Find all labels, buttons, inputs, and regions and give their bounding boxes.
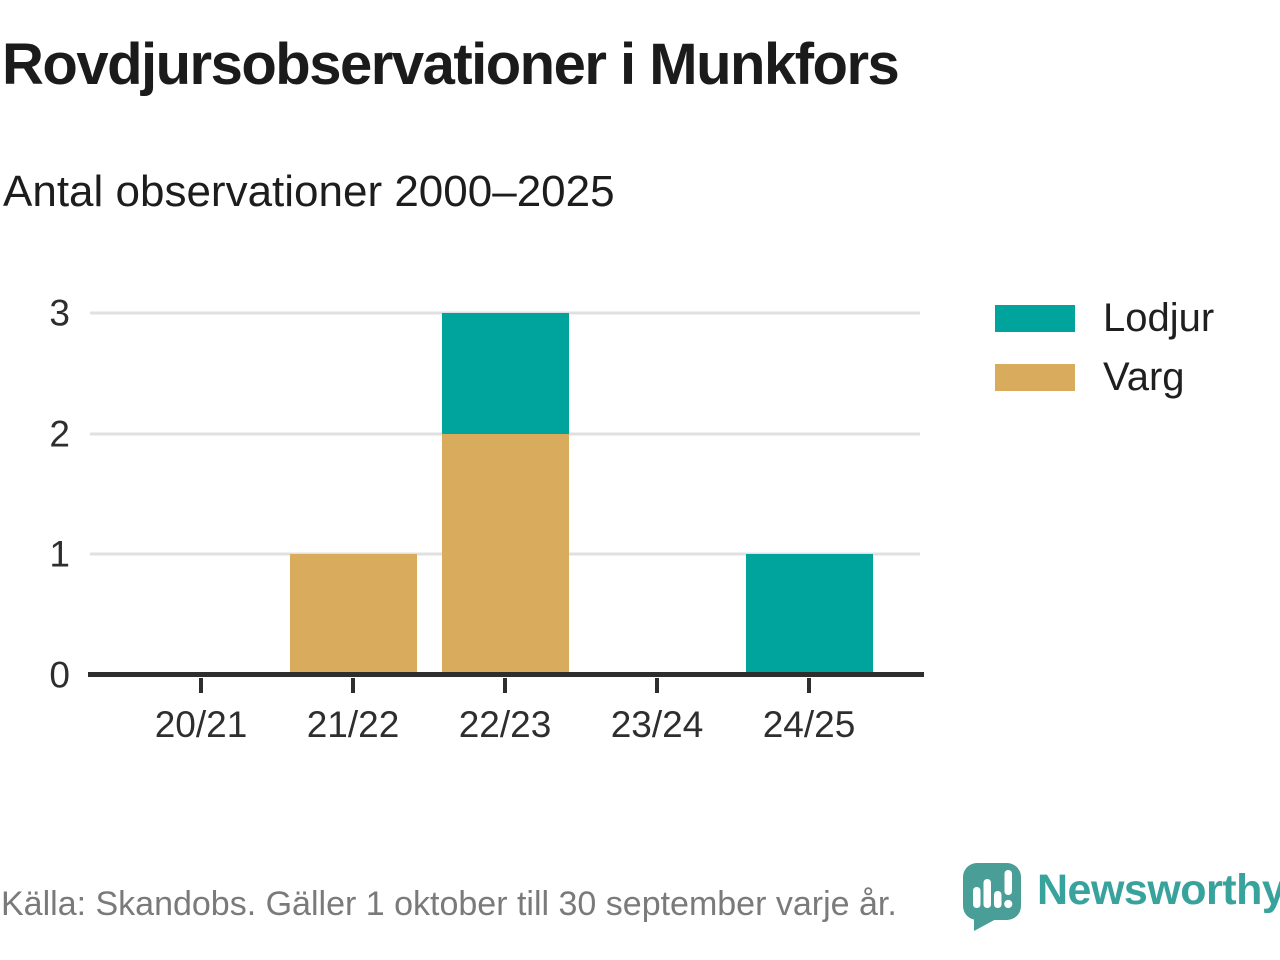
x-axis-tick-label: 20/21 [154,704,248,745]
newsworthy-logo-icon [963,863,1021,931]
x-axis-line [88,672,924,677]
x-axis-tick [351,678,355,693]
bar-segment-varg [289,554,417,675]
y-axis-tick-label: 3 [49,292,70,334]
newsworthy-brand: Newsworthy [962,862,1280,932]
legend-swatch-varg [995,363,1075,391]
x-axis-tick [199,678,203,693]
chart-title: Rovdjursobservationer i Munkfors [2,32,900,97]
bar-segment-lodjur [745,554,873,675]
chart-subtitle: Antal observationer 2000–2025 [3,167,615,216]
x-axis-tick [503,678,507,693]
plot-area: 20/21 21/22 22/23 23/24 24/25 [88,311,924,745]
legend: Lodjur Varg [995,294,1214,412]
x-axis-tick [655,678,659,693]
y-axis-tick-label: 2 [49,413,70,455]
y-axis-tick-label: 0 [49,654,70,696]
legend-item-lodjur: Lodjur [995,294,1214,342]
x-axis-tick-label: 21/22 [306,704,400,745]
legend-item-varg: Varg [995,353,1214,401]
x-axis-tick-label: 22/23 [458,704,552,745]
legend-label: Lodjur [1103,296,1215,340]
y-axis-labels: 0 1 2 3 [0,295,70,694]
source-note: Källa: Skandobs. Gäller 1 oktober till 3… [1,885,897,923]
legend-label: Varg [1103,355,1185,399]
y-axis-tick-label: 1 [49,533,70,575]
gridline-3 [90,311,920,315]
newsworthy-wordmark: Newsworthy [1037,866,1280,914]
x-axis-tick-label: 24/25 [762,704,856,745]
legend-swatch-lodjur [995,304,1075,332]
bar-segment-lodjur [441,313,569,434]
bar-segment-varg [441,433,569,675]
x-axis-tick [807,678,811,693]
x-axis-tick-label: 23/24 [610,704,704,745]
